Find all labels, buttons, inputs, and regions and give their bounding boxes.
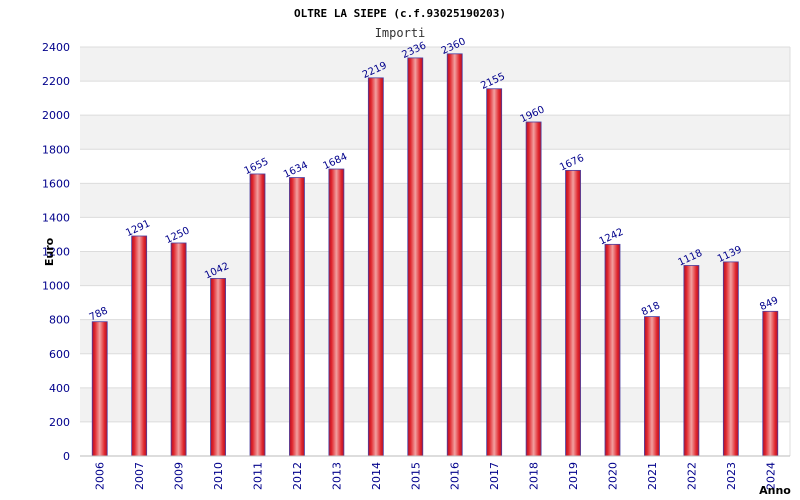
y-axis-ticks: 0 200 400 600 800 1000 1200 1400 1600 1800 2000 220… [42,41,70,463]
bar [762,310,779,457]
x-tick-label: 2006 [94,462,107,490]
x-tick-label: 2007 [133,462,146,490]
y-tick-label: 2200 [42,75,70,88]
value-label: 818 [640,300,662,318]
y-tick-label: 200 [49,416,70,429]
y-tick-label: 2400 [42,41,70,54]
bar [683,265,700,457]
x-tick-label: 2011 [252,462,265,490]
y-tick-label: 800 [49,314,70,327]
x-tick-label: 2021 [646,462,659,490]
y-tick-label: 1800 [42,143,70,156]
y-tick-label: 0 [63,450,70,463]
bar [249,173,266,457]
y-tick-label: 1000 [42,280,70,293]
bar [328,168,345,457]
x-axis-label: Anno [759,484,791,497]
bar [604,243,621,457]
x-tick-label: 2016 [449,462,462,490]
bar [644,316,660,457]
x-tick-label: 2020 [607,462,620,490]
bars-group [91,53,779,457]
bar [486,88,503,457]
x-tick-label: 2018 [528,462,541,490]
bar [525,121,542,457]
y-tick-label: 1200 [42,246,70,259]
y-tick-label: 600 [49,348,70,361]
bar [170,242,187,457]
bar [565,169,581,457]
x-tick-label: 2017 [488,462,501,490]
x-tick-label: 2014 [370,462,383,490]
grid-band [80,47,790,82]
x-tick-label: 2022 [685,462,698,490]
bar [367,77,384,457]
grid-band [80,387,790,422]
bar [131,235,148,457]
y-axis-label: Euro [43,237,56,266]
y-tick-label: 400 [49,382,70,395]
x-tick-label: 2015 [409,462,422,490]
grid-band [80,251,790,286]
chart-subtitle: Importi [375,26,426,40]
bar [289,177,305,457]
grid-band [80,115,790,150]
bar [446,53,463,457]
x-tick-label: 2023 [725,462,738,490]
x-tick-label: 2010 [212,462,225,490]
value-label: 849 [758,295,780,313]
x-tick-label: 2012 [291,462,304,490]
y-tick-label: 2000 [42,109,70,122]
grid-band [80,183,790,218]
grid-band [80,319,790,354]
x-tick-label: 2024 [764,462,777,490]
bar [722,261,739,457]
x-tick-label: 2019 [567,462,580,490]
bar [407,57,424,457]
bar [210,278,226,457]
x-tick-label: 2013 [330,462,343,490]
plot-background [80,47,790,422]
y-tick-label: 1400 [42,211,70,224]
chart-title: OLTRE LA SIEPE (c.f.93025190203) [294,7,506,20]
x-axis-ticks: 2006 2007 2009 2010 2011 2012 2013 2014 2015 2016… [94,462,778,490]
bar [91,321,108,457]
x-tick-label: 2009 [173,462,186,490]
y-tick-label: 1600 [42,177,70,190]
